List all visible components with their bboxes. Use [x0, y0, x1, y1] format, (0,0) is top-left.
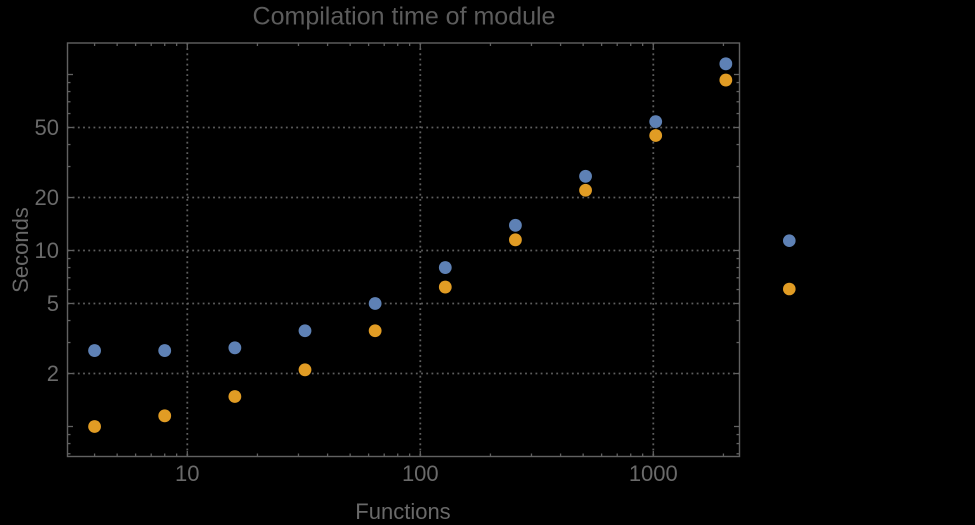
data-point-blue-series: [298, 324, 312, 338]
data-point-blue-series: [438, 261, 452, 274]
y-axis-label: Seconds: [8, 207, 33, 293]
data-point-orange-series: [88, 420, 101, 433]
data-point-blue-series: [719, 57, 733, 71]
x-tick-label: 10: [175, 461, 199, 486]
data-point-orange-series: [368, 324, 382, 338]
data-point-blue-series: [158, 344, 172, 357]
y-tick-label: 5: [47, 291, 59, 316]
data-point-orange-series: [509, 233, 522, 247]
chart-title: Compilation time of module: [252, 2, 556, 31]
y-tick-label: 20: [35, 185, 59, 210]
plot-frame: [66, 42, 741, 458]
data-point-orange-series: [719, 73, 733, 87]
data-point-blue-series: [228, 341, 242, 355]
y-tick-label: 2: [47, 361, 59, 386]
x-axis-label: Functions: [355, 499, 451, 524]
x-tick-label: 1000: [629, 461, 678, 486]
data-point-orange-series: [579, 183, 592, 197]
data-point-orange-series: [649, 129, 663, 142]
legend-marker-blue-series: [783, 234, 796, 247]
data-point-orange-series: [438, 280, 452, 294]
data-point-orange-series: [158, 409, 172, 423]
data-point-blue-series: [509, 218, 522, 232]
y-tick-label: 10: [35, 238, 59, 263]
x-tick-label: 100: [402, 461, 439, 486]
data-point-blue-series: [649, 115, 663, 128]
data-point-blue-series: [579, 169, 592, 183]
data-point-orange-series: [228, 390, 242, 403]
data-point-orange-series: [298, 363, 312, 377]
legend-marker-orange-series: [783, 282, 796, 296]
data-point-blue-series: [88, 344, 101, 357]
y-tick-label: 50: [35, 115, 59, 140]
data-point-blue-series: [368, 297, 382, 310]
